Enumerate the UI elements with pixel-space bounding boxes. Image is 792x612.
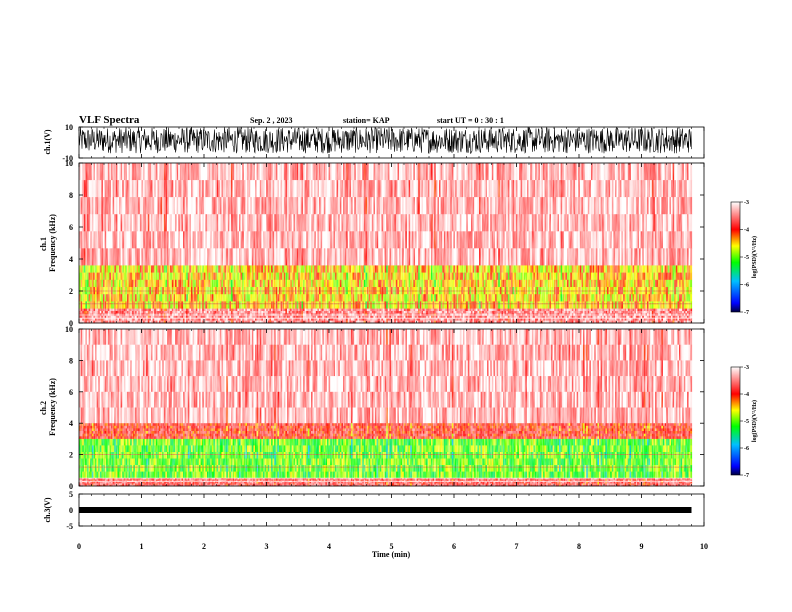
ch3-waveform-panel: 50-5 ch.3(V) 0 1 2 3 4 5 6 7 8 9 10 Time (min)	[43, 127, 708, 559]
ch2-ylabel-line1: ch.2	[39, 401, 48, 415]
colorbar-label: log(PSD)(V²/Hz)	[751, 236, 758, 278]
colorbar-tick-label: -3	[744, 200, 749, 206]
spectrogram-ytick-label: 0	[69, 319, 73, 328]
ch1-waveform-line	[78, 126, 692, 154]
colorbar-tick-label: -5	[744, 419, 749, 425]
x-tick-label: 4	[327, 542, 331, 551]
x-tick-label: 10	[700, 542, 708, 551]
spectrogram-ytick-label: 0	[69, 482, 73, 491]
colorbar-tick-label: -4	[744, 228, 749, 234]
colorbar-tick-label: -6	[744, 283, 749, 289]
date-label: Sep. 2 , 2023	[250, 116, 292, 125]
spectrogram-ytick-label: 8	[69, 191, 73, 200]
x-tick-label: 3	[265, 542, 269, 551]
ch3-ytick-label: 0	[69, 506, 73, 515]
ch1-waveform-panel: 10 -10 ch.1(V)	[43, 123, 705, 163]
colorbar-tick-label: -6	[744, 446, 749, 452]
x-tick-label: 6	[452, 542, 456, 551]
ch1-spectrogram-ylabel: ch.1 Frequency (kHz)	[39, 214, 57, 272]
ch2-spectrogram-ylabel: ch.2 Frequency (kHz)	[39, 378, 57, 436]
ch1-ytick-label: 10	[65, 123, 73, 132]
ch2-ylabel-line2: Frequency (kHz)	[48, 378, 57, 436]
x-axis-label: Time (min)	[372, 550, 411, 559]
colorbar-label: log(PSD)(V²/Hz)	[751, 400, 758, 442]
station-label: station= KAP	[343, 116, 390, 125]
ch1-ylabel: ch.1(V)	[43, 129, 52, 154]
colorbar	[730, 366, 741, 476]
x-tick-label: 5	[390, 542, 394, 551]
spectrogram-ytick-label: 10	[65, 325, 73, 334]
spectrogram-ytick-label: 4	[69, 419, 73, 428]
spectrogram-ytick-label: 2	[69, 287, 73, 296]
colorbar-tick-label: -3	[744, 365, 749, 371]
ch3-ytick-label: -5	[66, 522, 73, 531]
x-tick-label: 0	[77, 542, 81, 551]
spectrogram-ytick-label: 4	[69, 255, 73, 264]
ch1-spectrogram-panel: 0 2 4 6 8 10 ch.1 Frequency (kHz) -3 -4 -5 -6 -7 l…	[39, 159, 758, 328]
ch1-ytick-label: -10	[62, 154, 73, 163]
spectrogram-ytick-label: 8	[69, 356, 73, 365]
ch3-ylabel: ch.3(V)	[43, 497, 52, 522]
spectrogram-ytick-label: 6	[69, 223, 73, 232]
ch3-ytick-label: 5	[69, 490, 73, 499]
ch1-ylabel-line1: ch.1	[39, 237, 48, 251]
colorbar-tick-label: -7	[744, 310, 749, 316]
figure-title: VLF Spectra	[79, 114, 140, 126]
x-tick-label: 8	[577, 542, 581, 551]
ch2-spectrogram-panel: 0 2 4 6 8 10 ch.2 Frequency (kHz) -3 -4 -5 -6 -7 l…	[39, 325, 758, 491]
spectrogram-ytick-label: 2	[69, 451, 73, 460]
start-ut-label: start UT = 0 : 30 : 1	[437, 116, 504, 125]
x-tick-label: 7	[515, 542, 519, 551]
colorbar-tick-label: -7	[744, 473, 749, 479]
spectrogram-ytick-label: 6	[69, 388, 73, 397]
ch1-ylabel-line2: Frequency (kHz)	[48, 214, 57, 272]
colorbar	[730, 201, 741, 313]
x-tick-label: 2	[202, 542, 206, 551]
spectrogram-ytick-label: 10	[65, 159, 73, 168]
x-tick-label: 1	[140, 542, 144, 551]
colorbar-tick-label: -4	[744, 392, 749, 398]
x-tick-label: 9	[640, 542, 644, 551]
colorbar-tick-label: -5	[744, 255, 749, 261]
ch3-waveform-band	[79, 507, 692, 513]
